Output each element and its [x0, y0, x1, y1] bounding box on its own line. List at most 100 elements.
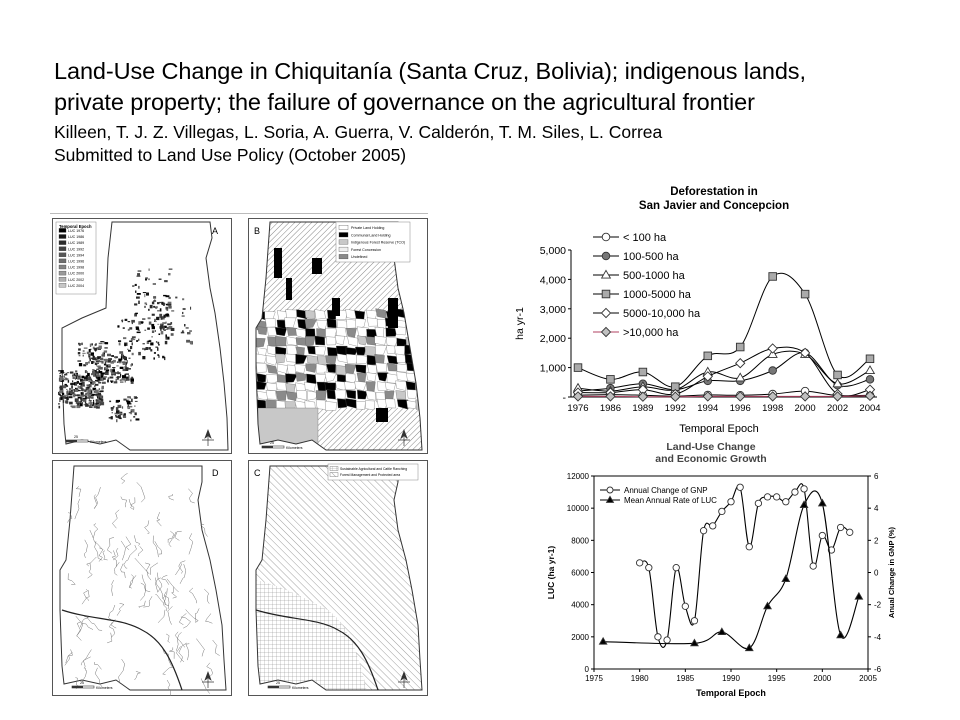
luc-patch — [65, 385, 69, 387]
luc-patch — [122, 416, 127, 418]
luc-patch — [122, 414, 125, 417]
luc-patch — [150, 349, 153, 352]
river-segment — [212, 639, 220, 656]
luc-patch — [85, 393, 87, 397]
legend-label: Sustainable Agricultural and Cattle Ranc… — [340, 467, 407, 471]
legend-swatch — [338, 239, 349, 245]
land-parcel — [344, 364, 357, 374]
data-point — [573, 363, 583, 372]
river-segment — [178, 613, 187, 626]
luc-patch — [71, 405, 76, 409]
luc-patch — [103, 352, 105, 355]
luc-patch — [104, 373, 108, 375]
luc-patch — [80, 399, 82, 403]
legend-label: LUC 2004 — [68, 284, 84, 288]
land-parcel — [265, 390, 277, 400]
luc-patch — [91, 404, 93, 406]
luc-patch — [107, 353, 111, 357]
luc-patch — [78, 348, 81, 351]
river-segment — [175, 646, 185, 663]
luc-patch — [159, 316, 162, 318]
land-parcel — [286, 336, 298, 346]
luc-patch — [138, 338, 140, 341]
data-point — [690, 638, 699, 647]
luc-patch — [131, 352, 134, 356]
luc-patch — [153, 296, 157, 299]
luc-patch — [64, 374, 67, 376]
data-point — [744, 643, 754, 652]
river-segment — [111, 579, 114, 596]
luc-patch — [94, 344, 97, 346]
luc-patch — [116, 365, 119, 367]
land-parcel — [396, 371, 409, 382]
luc-patch — [99, 357, 104, 361]
luc-patch — [89, 402, 93, 405]
legend-label: Communal Land Holding — [351, 233, 391, 237]
land-parcel — [305, 363, 317, 373]
data-point — [791, 488, 799, 496]
river-segment — [179, 564, 186, 584]
luc-patch — [82, 352, 86, 354]
luc-patch — [77, 396, 81, 399]
x-tick-label: 1990 — [722, 674, 740, 683]
land-parcel — [325, 401, 337, 411]
legend-label: LUC 1996 — [68, 260, 84, 264]
slide-title: Land-Use Change in Chiquitanía (Santa Cr… — [54, 56, 944, 118]
luc-patch — [165, 306, 169, 310]
luc-patch — [77, 374, 81, 376]
luc-patch — [99, 366, 103, 370]
luc-patch — [78, 343, 81, 346]
title-line-2: private property; the failure of governa… — [54, 89, 755, 115]
luc-patch — [90, 382, 94, 384]
luc-patch — [118, 342, 121, 346]
river-network — [64, 473, 220, 696]
land-parcel — [356, 354, 369, 365]
legend-swatch — [58, 277, 67, 282]
luc-patch — [104, 367, 109, 370]
luc-patch — [92, 346, 95, 350]
luc-patch — [85, 371, 88, 373]
luc-patch — [100, 373, 104, 376]
luc-patch — [82, 391, 84, 393]
river-segment — [188, 488, 195, 504]
region-outline — [255, 465, 423, 691]
luc-patch — [117, 325, 120, 328]
river-segment — [141, 574, 151, 592]
luc-patch — [116, 378, 118, 380]
luc-patch — [69, 371, 74, 374]
luc-patch — [92, 393, 96, 395]
luc-patch — [70, 382, 74, 386]
luc-patch — [71, 385, 73, 389]
river-segment — [143, 596, 153, 608]
river-segment — [86, 556, 97, 567]
luc-patch — [181, 315, 185, 317]
luc-patch — [59, 374, 61, 377]
luc-patch — [103, 350, 108, 353]
river-segment — [94, 487, 101, 509]
title-line-1: Land-Use Change in Chiquitanía (Santa Cr… — [54, 58, 806, 84]
luc-patch — [151, 336, 153, 338]
river-segment — [93, 523, 99, 539]
luc-patch — [98, 377, 101, 381]
communal-parcel — [274, 248, 282, 278]
luc-patch — [78, 363, 83, 367]
luc-patch — [158, 278, 162, 280]
data-point — [735, 391, 746, 402]
luc-patch — [151, 301, 155, 305]
land-parcel — [304, 381, 316, 392]
luc-patch — [116, 419, 118, 423]
luc-patch — [91, 396, 94, 399]
scale-bar: 25 Kilometers — [267, 681, 309, 690]
data-point — [854, 591, 864, 600]
luc-patch — [148, 321, 152, 325]
luc-patch — [83, 389, 87, 391]
luc-patch — [62, 399, 65, 403]
legend-swatch — [58, 228, 67, 233]
luc-patch — [99, 371, 102, 373]
luc-patch — [166, 309, 169, 311]
slide-header: Land-Use Change in Chiquitanía (Santa Cr… — [54, 56, 944, 167]
land-parcel — [286, 364, 297, 375]
luc-patch — [123, 337, 127, 340]
land-parcel — [376, 319, 387, 329]
